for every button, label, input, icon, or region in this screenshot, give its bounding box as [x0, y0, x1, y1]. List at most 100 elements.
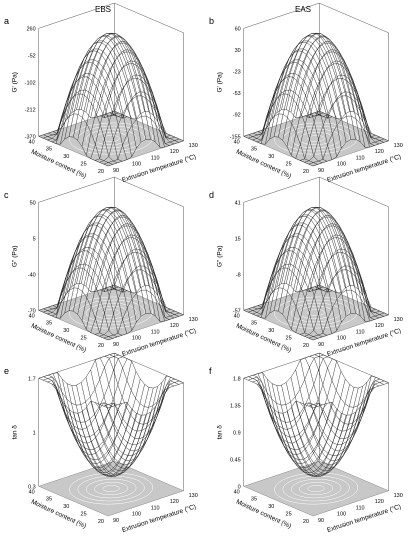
z-tick-label: -40: [28, 272, 36, 278]
surface-grid-line: [269, 378, 346, 468]
surface-grid-line: [64, 35, 141, 140]
y-tick-label: 35: [46, 147, 52, 153]
z-tick-label: 1.35: [230, 403, 241, 409]
surface-grid-line: [107, 382, 184, 416]
z-tick-label: -102: [25, 80, 36, 86]
surface-grid-line: [295, 369, 366, 462]
contour-line: [299, 306, 334, 320]
x-tick-label: 130: [189, 317, 198, 323]
panel-c-z-label: G'' (Pa): [12, 245, 19, 267]
y-tick-label: 25: [81, 336, 87, 342]
x-tick-label: 100: [132, 512, 141, 518]
surface-grid-line: [73, 387, 150, 477]
x-tick-label: 110: [151, 329, 160, 335]
x-tick-label: 100: [132, 336, 141, 342]
frame-line: [319, 176, 389, 208]
surface-grid-line: [260, 48, 337, 144]
contour-line: [69, 122, 154, 155]
panel-b-letter: b: [209, 16, 214, 26]
panel-d-letter: d: [209, 190, 214, 200]
surface-grid-line: [314, 265, 384, 317]
panel-b-y-ticks: 20 25 30 35 40: [234, 139, 309, 175]
x-tick-label: 90: [318, 168, 324, 174]
surface-grid-line: [295, 41, 366, 148]
surface-grid-line: [104, 356, 175, 425]
surface-grid-line: [247, 354, 324, 406]
panel-e-z-label: tan δ: [12, 425, 19, 440]
contour-line: [85, 478, 137, 499]
contour-line: [290, 478, 342, 499]
surface-grid-line: [55, 48, 132, 144]
surface-grid-line: [319, 110, 389, 142]
x-tick-label: 110: [151, 155, 160, 161]
surface-grid-line: [55, 361, 132, 450]
surface-grid-line: [81, 206, 151, 314]
surface-grid-line: [73, 207, 150, 312]
panel-b-z-ticks: 60 30 -23 -53 -92 -155: [230, 26, 241, 140]
surface-grid-line: [290, 377, 361, 469]
surface-grid-line: [95, 359, 165, 452]
panel-f-letter: f: [209, 366, 212, 376]
panel-e-x-ticks: 90 100 110 120 130: [113, 493, 198, 524]
surface-grid-line: [55, 222, 132, 318]
z-tick-label: -70: [28, 308, 36, 314]
x-tick-label: 90: [318, 342, 324, 348]
surface-grid-line: [109, 91, 179, 143]
y-tick-label: 20: [98, 519, 104, 525]
surface-grid-line: [60, 214, 137, 319]
surface-grid-line: [90, 215, 161, 322]
contour-line: [77, 475, 145, 502]
y-tick-label: 35: [46, 497, 52, 503]
z-tick-label: 1.8: [233, 376, 241, 382]
surface-grid-line: [308, 380, 385, 432]
z-tick-label: 260: [27, 26, 36, 32]
panel-b-z-label: G' (Pa): [217, 72, 224, 92]
y-tick-label: 40: [29, 313, 35, 319]
surface-grid-line: [300, 223, 370, 322]
surface-grid-line: [85, 35, 156, 142]
x-tick-label: 120: [375, 499, 384, 505]
surface-grid-line: [286, 206, 356, 314]
x-tick-label: 130: [394, 143, 403, 149]
surface-grid-line: [114, 352, 184, 389]
panel-b-floor: [242, 110, 390, 167]
surface-grid-line: [81, 32, 151, 140]
surface-grid-line: [109, 354, 179, 408]
surface-grid-line: [64, 209, 141, 314]
surface-grid-line: [269, 35, 346, 140]
panel-b-contours: [274, 122, 359, 155]
y-tick-label: 20: [98, 169, 104, 175]
surface-grid-line: [300, 359, 370, 452]
z-tick-label: 0.3: [28, 484, 36, 490]
surface-grid-line: [265, 40, 342, 145]
surface-grid-line: [99, 378, 176, 445]
contour-line: [274, 122, 359, 155]
surface-grid-line: [38, 378, 109, 414]
surface-grid-line: [38, 352, 115, 386]
surface-grid-line: [109, 265, 179, 317]
surface-grid-line: [304, 357, 375, 440]
frame-line: [114, 176, 184, 208]
contour-line: [282, 125, 350, 152]
x-tick-label: 110: [356, 505, 365, 511]
surface-grid-line: [300, 49, 370, 148]
surface-grid-line: [114, 110, 184, 142]
panel-c-x-ticks: 90 100 110 120 130: [113, 317, 198, 348]
x-tick-label: 100: [132, 162, 141, 168]
y-tick-label: 35: [251, 497, 257, 503]
surface-grid-line: [290, 209, 361, 316]
surface-grid-line: [269, 209, 346, 314]
surface-grid-line: [260, 222, 337, 318]
y-tick-label: 20: [98, 343, 104, 349]
y-tick-label: 30: [268, 504, 274, 510]
contour-line: [77, 299, 145, 326]
surface-grid-line: [90, 41, 161, 148]
frame-line: [38, 176, 115, 203]
panel-f-floor: [242, 460, 390, 517]
surface-grid-line: [247, 89, 324, 139]
surface-grid-line: [278, 207, 355, 312]
surface-grid-line: [243, 378, 314, 414]
